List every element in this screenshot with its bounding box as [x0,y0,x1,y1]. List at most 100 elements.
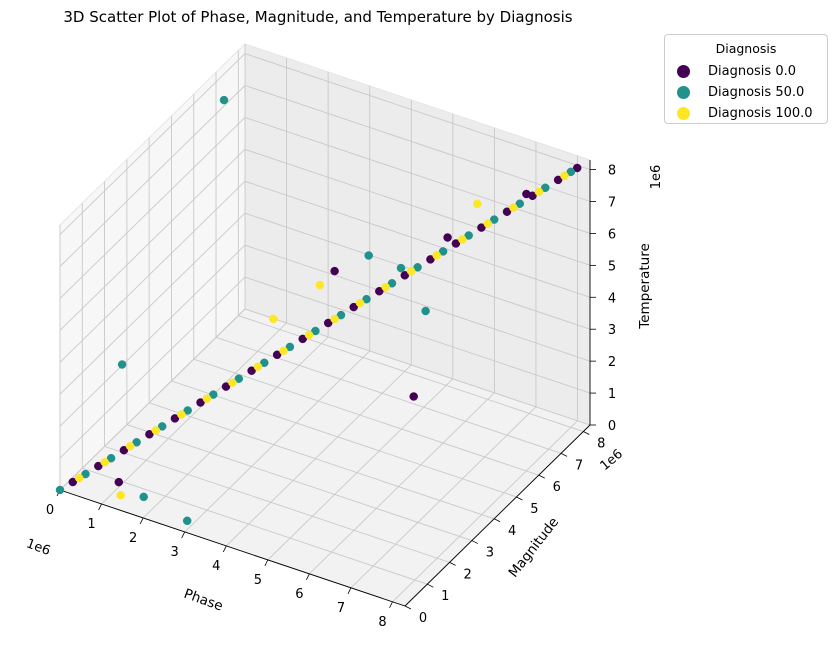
x-tick-mark [222,545,227,553]
scatter-point [234,374,244,383]
scatter-point [182,516,192,526]
z-tick-label: 7 [608,196,616,211]
scatter-point [74,473,84,483]
x-tick-mark [139,517,144,525]
scatter-point [125,442,135,451]
grid-line-phase [101,322,287,505]
scatter-point [336,310,346,320]
grid-line-magnitude [149,402,495,520]
scatter-point [509,203,518,212]
scatter-point [177,410,186,419]
scatter-point [170,414,180,423]
scatter-point [106,453,116,463]
z-axis-label: Temperature [637,243,653,330]
scatter-point [139,492,148,502]
x-offset-text: 1e6 [24,536,52,558]
x-tick-label: 0 [46,503,54,518]
scatter-point [260,358,269,368]
scatter-point [355,298,365,308]
scatter-point [364,251,373,260]
scatter-point [55,485,65,495]
legend-item-diagnosis-50: Diagnosis 50.0 [677,82,804,102]
grid-line-magnitude [104,445,450,563]
legend-item-diagnosis-100: Diagnosis 100.0 [677,103,813,123]
scatter-point [489,215,499,224]
y-tick-label: 7 [575,458,583,473]
grid-line-temperature [59,149,246,331]
legend-title: Diagnosis [715,41,777,56]
scatter-point [151,426,161,435]
x-tick-mark [389,601,393,608]
grid-line-phase [142,336,329,519]
scatter-point [114,477,124,487]
y-tick-mark [493,518,501,523]
scatter-point [572,163,582,173]
z-tick-label: 3 [608,323,616,338]
y-tick-mark [404,605,412,610]
grid-line-temperature [59,85,246,267]
y-tick-label: 4 [508,524,516,539]
grid-line-magnitude [193,358,539,476]
scatter-point [81,469,90,479]
grid-line-phase [267,378,454,561]
scatter-point [253,362,263,371]
y-tick-label: 3 [486,546,494,561]
scatter-point [117,360,127,369]
scatter-point [209,390,218,399]
grid-line-magnitude [238,315,584,432]
scatter-point [421,306,430,316]
z-tick-label: 2 [608,355,616,370]
y-tick-mark [516,496,523,501]
scatter-point [381,282,390,292]
scatter-point [406,267,416,276]
phase-axis-line [59,489,406,607]
scatter-point [298,334,307,344]
scatter-point [426,255,435,264]
scatter-point [279,346,288,356]
scatter-point [515,199,525,208]
grid-line-phase [309,392,495,575]
legend-label: Diagnosis 100.0 [708,105,813,121]
grid-line-temperature [244,85,591,202]
scatter-point [183,406,192,415]
x-tick-label: 1 [87,517,95,532]
scatter-point [119,445,129,455]
legend: Diagnosis Diagnosis 0.0 Diagnosis 50.0 D… [664,34,828,124]
grid-line-temperature [244,244,591,362]
scatter-point [196,398,205,407]
scatter-point [566,167,576,177]
x-tick-label: 6 [295,587,303,602]
scatter-point [68,477,78,487]
grid-line-temperature [59,244,246,427]
scatter-point [458,235,467,244]
grid-line-temperature [244,53,591,171]
scatter-point [534,187,544,197]
y-tick-mark [427,583,434,588]
scatter-point [116,490,125,500]
scatter-point [132,438,141,447]
z-tick-label: 8 [608,164,616,179]
legend-item-diagnosis-0: Diagnosis 0.0 [677,61,796,81]
y-tick-mark [583,431,590,435]
scatter-point [464,231,473,240]
grid-line-temperature [59,212,246,395]
grid-line-temperature [244,148,591,266]
scatter-point [145,430,154,439]
scatter-point [413,263,422,272]
scatter-point [396,263,406,273]
x-tick-label: 8 [378,615,386,630]
scatter-point [349,302,358,312]
grid-line-magnitude [82,467,428,585]
scatter-point [541,183,550,193]
scatter-point [202,394,212,403]
axis-lines [56,160,596,610]
scatter-point [221,382,231,391]
x-tick-label: 3 [171,545,179,560]
scatter-point [477,223,486,232]
scatter-point [304,330,314,340]
scatter-point [228,378,237,387]
grid-line-temperature [244,276,591,394]
scatter-point [362,294,371,304]
scatter-point [473,199,482,209]
